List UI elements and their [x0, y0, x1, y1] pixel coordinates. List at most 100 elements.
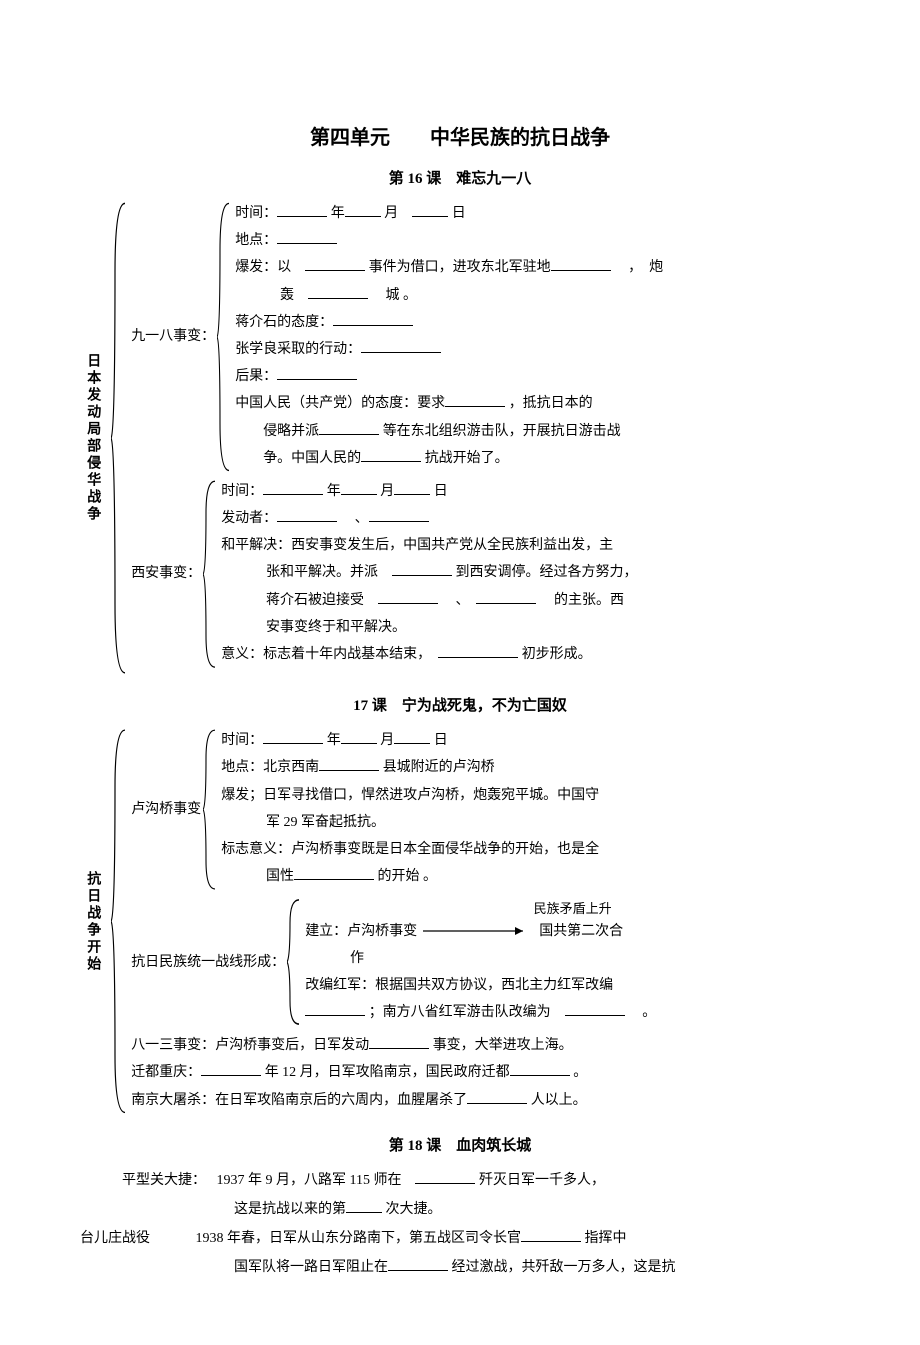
lesson17-sidebar: 抗日战争开始: [80, 871, 111, 973]
brace-icon: [203, 728, 217, 891]
txt: 建立：卢沟桥事变: [305, 919, 417, 944]
lesson18-block: 平型关大捷： 1937 年 9 月，八路军 115 师在 歼灭日军一千多人， 这…: [80, 1168, 840, 1281]
blank-field[interactable]: [341, 730, 377, 744]
txt: 张和平解决。并派: [266, 565, 378, 580]
blank-field[interactable]: [277, 203, 327, 217]
text-line: 台儿庄战役 1938 年春，日军从山东分路南下，第五战区司令长官 指挥中: [80, 1226, 840, 1251]
label-xian: 西安事变：: [131, 561, 203, 586]
txt: 蒋介石的态度：: [235, 315, 333, 330]
lesson18-title: 第 18 课 血肉筑长城: [80, 1133, 840, 1160]
blank-field[interactable]: [305, 1002, 365, 1016]
text-line: 蒋介石的态度：: [235, 310, 840, 335]
txt: 迁都重庆：: [131, 1065, 201, 1080]
lesson17-section: 抗日战争开始 卢沟桥事变 时间： 年 月 日 地点：北京西南 县城附近的卢沟桥: [80, 728, 840, 1115]
lesson16-title: 第 16 课 难忘九一八: [80, 166, 840, 193]
txt: 事件为借口，进攻东北军驻地: [369, 260, 551, 275]
text-line: 爆发；日军寻找借口，悍然进攻卢沟桥，炮轰宛平城。中国守: [221, 783, 840, 808]
blank-field[interactable]: [361, 339, 441, 353]
blank-field[interactable]: [346, 1199, 382, 1213]
txt: 轰: [280, 288, 294, 303]
txt: 年: [327, 484, 341, 499]
blank-field[interactable]: [467, 1090, 527, 1104]
blank-field[interactable]: [361, 448, 421, 462]
text-line: 时间： 年 月 日: [221, 479, 840, 504]
text-line: 爆发：以 事件为借口，进攻东北军驻地 ， 炮: [235, 255, 840, 280]
blank-field[interactable]: [388, 1257, 448, 1271]
txt: 时间：: [221, 484, 263, 499]
subsection-xian: 西安事变： 时间： 年 月 日 发动者： 、 和平解决：西安事变发生后，中国共产…: [131, 479, 840, 669]
blank-field[interactable]: [201, 1062, 261, 1076]
blank-field[interactable]: [510, 1062, 570, 1076]
txt: 国性: [266, 869, 294, 884]
blank-field[interactable]: [308, 285, 368, 299]
txt: 地点：北京西南: [221, 760, 319, 775]
txt: 事变，大举进攻上海。: [433, 1038, 573, 1053]
blank-field[interactable]: [394, 481, 430, 495]
text-line: 时间： 年 月 日: [221, 728, 840, 753]
blank-field[interactable]: [394, 730, 430, 744]
label-918: 九一八事变：: [131, 324, 217, 349]
txt: 日: [434, 484, 448, 499]
txt: 南京大屠杀：在日军攻陷南京后的六周内，血腥屠杀了: [131, 1093, 467, 1108]
blank-field[interactable]: [319, 421, 379, 435]
blank-field[interactable]: [445, 393, 505, 407]
subsection-uf: 抗日民族统一战线形成： 民族矛盾上升 建立：卢沟桥事变 国共第二次合 作: [131, 897, 840, 1027]
blank-field[interactable]: [345, 203, 381, 217]
text-line: 地点：: [235, 228, 840, 253]
text-line: 中国人民（共产党）的态度：要求 ，抵抗日本的: [235, 391, 840, 416]
txt: 年: [331, 206, 345, 221]
txt: 蒋介石被迫接受: [266, 593, 364, 608]
blank-field[interactable]: [277, 508, 337, 522]
txt: 月: [384, 206, 398, 221]
txt: 年 12 月，日军攻陷南京，国民政府迁都: [265, 1065, 510, 1080]
blank-field[interactable]: [333, 312, 413, 326]
lesson16-section: 日本发动局部侵华战争 九一八事变： 时间： 年 月 日 地点： 爆发: [80, 201, 840, 675]
txt: 、: [441, 593, 462, 608]
blank-field[interactable]: [341, 481, 377, 495]
text-line: 地点：北京西南 县城附近的卢沟桥: [221, 755, 840, 780]
text-line: 平型关大捷： 1937 年 9 月，八路军 115 师在 歼灭日军一千多人，: [80, 1168, 840, 1193]
txt: 发动者：: [221, 511, 277, 526]
blank-field[interactable]: [369, 508, 429, 522]
blank-field[interactable]: [277, 230, 337, 244]
txt: 城 。: [385, 288, 417, 303]
blank-field[interactable]: [263, 481, 323, 495]
txt: 国共第二次合: [539, 919, 623, 944]
text-line: 作: [305, 946, 840, 971]
text-line: 发动者： 、: [221, 506, 840, 531]
txt: 和平解决：西安事变发生后，中国共产党从全民族利益出发，主: [221, 538, 613, 553]
blank-field[interactable]: [565, 1002, 625, 1016]
txt: 争。中国人民的: [263, 451, 361, 466]
label-uf: 抗日民族统一战线形成：: [131, 950, 287, 975]
blank-field[interactable]: [369, 1035, 429, 1049]
text-line: 改编红军：根据国共双方协议，西北主力红军改编: [305, 973, 840, 998]
blank-field[interactable]: [263, 730, 323, 744]
text-line: 和平解决：西安事变发生后，中国共产党从全民族利益出发，主: [221, 533, 840, 558]
blank-field[interactable]: [378, 590, 438, 604]
blank-field[interactable]: [438, 644, 518, 658]
blank-field[interactable]: [319, 757, 379, 771]
lesson16-sidebar: 日本发动局部侵华战争: [80, 353, 111, 523]
blank-field[interactable]: [305, 257, 365, 271]
unit-title: 第四单元 中华民族的抗日战争: [80, 120, 840, 156]
txt: 月: [380, 733, 394, 748]
text-line: 张和平解决。并派 到西安调停。经过各方努力，: [221, 560, 840, 585]
arrow-icon: [423, 925, 533, 937]
txt: 歼灭日军一千多人，: [479, 1173, 605, 1188]
blank-field[interactable]: [392, 562, 452, 576]
blank-field[interactable]: [521, 1228, 581, 1242]
txt: 地点：: [235, 233, 277, 248]
lesson17-title: 17 课 宁为战死鬼，不为亡国奴: [80, 693, 840, 720]
blank-field[interactable]: [412, 203, 448, 217]
blank-field[interactable]: [277, 366, 357, 380]
text-line: 侵略并派 等在东北组织游击队，开展抗日游击战: [235, 419, 840, 444]
blank-field[interactable]: [294, 866, 374, 880]
blank-field[interactable]: [476, 590, 536, 604]
subsection-lugou: 卢沟桥事变 时间： 年 月 日 地点：北京西南 县城附近的卢沟桥 爆发；日军寻找…: [131, 728, 840, 891]
txt: 军 29 军奋起抵抗。: [266, 815, 385, 830]
arrow-caption: 民族矛盾上升: [534, 901, 612, 916]
txt: 台儿庄战役: [80, 1231, 150, 1246]
blank-field[interactable]: [415, 1170, 475, 1184]
blank-field[interactable]: [551, 257, 611, 271]
txt: 月: [380, 484, 394, 499]
